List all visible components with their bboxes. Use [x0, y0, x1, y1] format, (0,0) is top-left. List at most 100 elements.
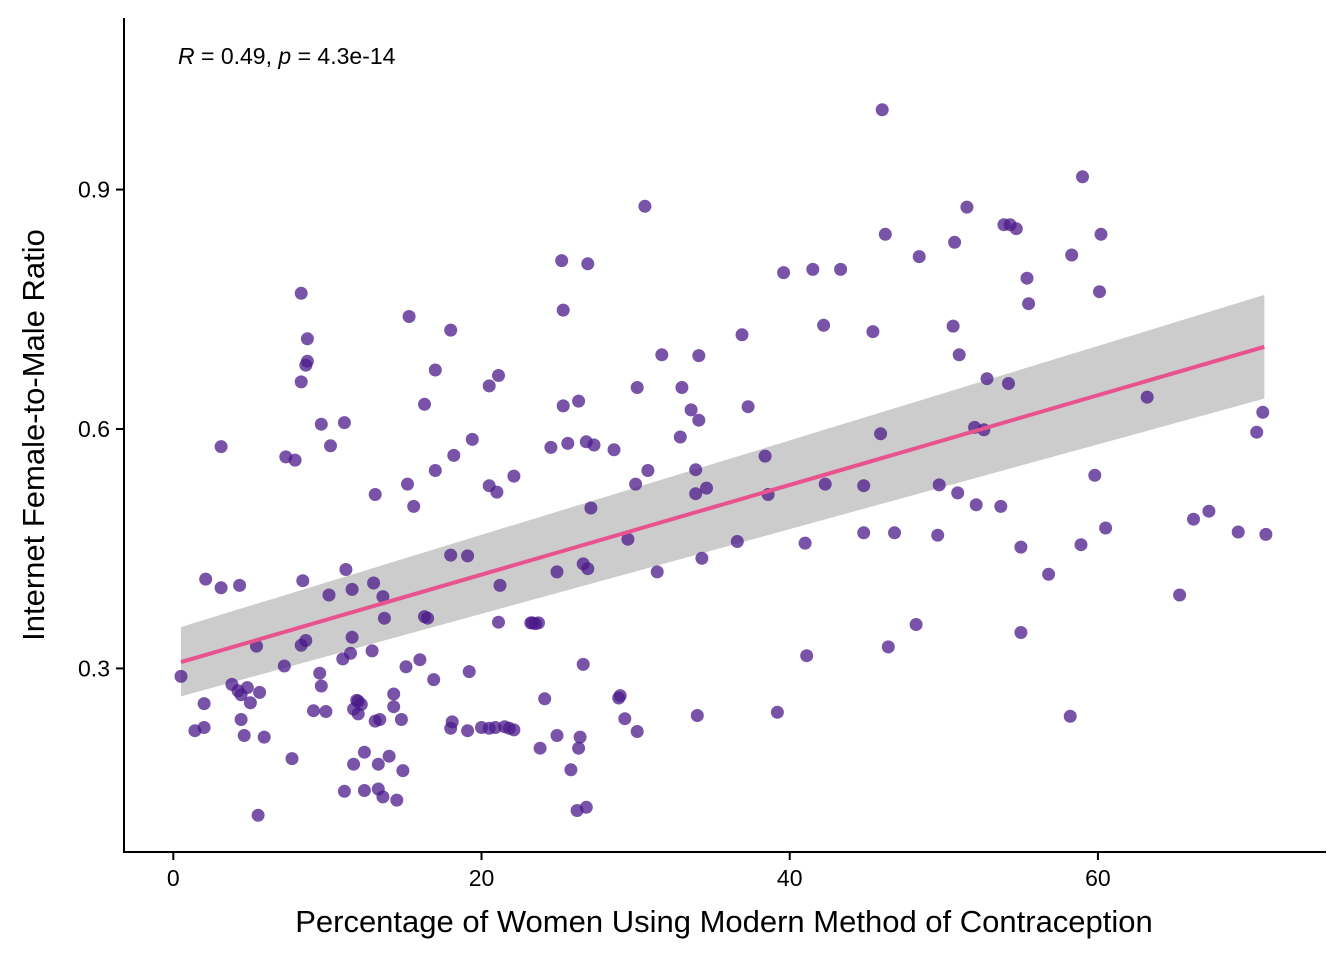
x-tick-label: 40: [777, 865, 803, 891]
data-point: [300, 332, 314, 346]
data-point: [544, 440, 558, 454]
data-point: [572, 741, 586, 755]
data-point: [587, 438, 601, 452]
data-point: [357, 745, 371, 759]
data-point: [490, 485, 504, 499]
x-tick-label: 0: [167, 865, 180, 891]
data-point: [1063, 709, 1077, 723]
data-point: [576, 657, 590, 671]
data-point: [607, 443, 621, 457]
data-point: [579, 800, 593, 814]
y-tick-label: 0.9: [78, 177, 110, 203]
y-tick-label: 0.3: [78, 655, 110, 681]
data-point: [214, 440, 228, 454]
data-point: [806, 262, 820, 276]
regression-line: [180, 344, 1265, 664]
data-point: [428, 464, 442, 477]
data-point: [344, 646, 357, 660]
data-point: [365, 644, 379, 658]
data-point: [550, 729, 564, 742]
data-point: [857, 526, 871, 540]
data-point: [777, 266, 791, 280]
data-point: [650, 565, 664, 579]
data-point: [387, 687, 401, 701]
data-point: [948, 235, 962, 249]
data-point: [339, 563, 353, 576]
data-point: [337, 784, 351, 798]
data-point: [174, 669, 188, 683]
data-point: [197, 721, 211, 734]
data-point: [533, 741, 547, 755]
data-point: [881, 640, 895, 654]
data-point: [1140, 390, 1154, 404]
data-point: [418, 397, 431, 411]
data-point: [390, 793, 404, 807]
data-point: [673, 430, 687, 444]
data-point: [373, 713, 387, 726]
data-point: [1093, 285, 1106, 299]
data-point: [532, 616, 545, 630]
data-point: [909, 618, 923, 631]
p-symbol: p: [277, 43, 291, 69]
data-point: [322, 588, 336, 602]
data-point: [818, 477, 832, 491]
data-point: [253, 685, 267, 699]
data-point: [561, 436, 575, 450]
data-point: [243, 696, 257, 710]
data-point: [834, 262, 848, 276]
data-point: [387, 700, 401, 714]
data-point: [555, 254, 569, 268]
data-point: [556, 399, 570, 413]
data-point: [444, 323, 458, 337]
data-point: [493, 578, 507, 592]
data-point: [875, 103, 889, 117]
data-point: [969, 498, 983, 512]
data-point: [692, 413, 706, 427]
data-point: [912, 250, 926, 264]
data-point: [461, 724, 475, 738]
data-point: [878, 227, 892, 241]
data-point: [1065, 248, 1079, 262]
x-axis-title: Percentage of Women Using Modern Method …: [295, 904, 1153, 939]
data-point: [980, 372, 994, 386]
y-axis-title: Internet Female-to-Male Ratio: [16, 229, 51, 641]
data-point: [377, 611, 391, 625]
data-point: [240, 681, 254, 695]
data-point: [368, 488, 382, 501]
data-point: [1173, 588, 1187, 602]
data-point: [684, 403, 698, 417]
data-point: [1042, 567, 1056, 581]
data-point: [1250, 425, 1264, 439]
data-point: [462, 665, 476, 679]
data-point: [367, 576, 381, 590]
data-point: [285, 752, 299, 766]
data-point: [288, 453, 302, 467]
data-point: [655, 348, 669, 362]
data-point: [556, 303, 570, 317]
data-point: [550, 565, 564, 579]
data-point: [874, 427, 888, 441]
data-point: [234, 713, 248, 726]
data-point: [675, 381, 689, 394]
data-point: [629, 477, 643, 491]
data-point: [689, 463, 703, 477]
data-point: [798, 536, 812, 550]
data-point: [888, 526, 901, 540]
data-point: [233, 578, 247, 592]
data-point: [741, 400, 755, 414]
data-point: [376, 790, 390, 804]
data-point: [314, 417, 328, 431]
data-point: [445, 715, 459, 729]
data-point: [296, 574, 310, 588]
data-point: [354, 697, 368, 711]
data-point: [613, 689, 627, 703]
data-point: [572, 394, 586, 408]
data-point: [399, 660, 413, 674]
data-point: [324, 439, 337, 453]
data-point: [1020, 271, 1034, 285]
data-point: [730, 535, 744, 548]
data-point: [337, 416, 351, 430]
data-point: [1022, 297, 1036, 311]
data-point: [507, 469, 521, 483]
